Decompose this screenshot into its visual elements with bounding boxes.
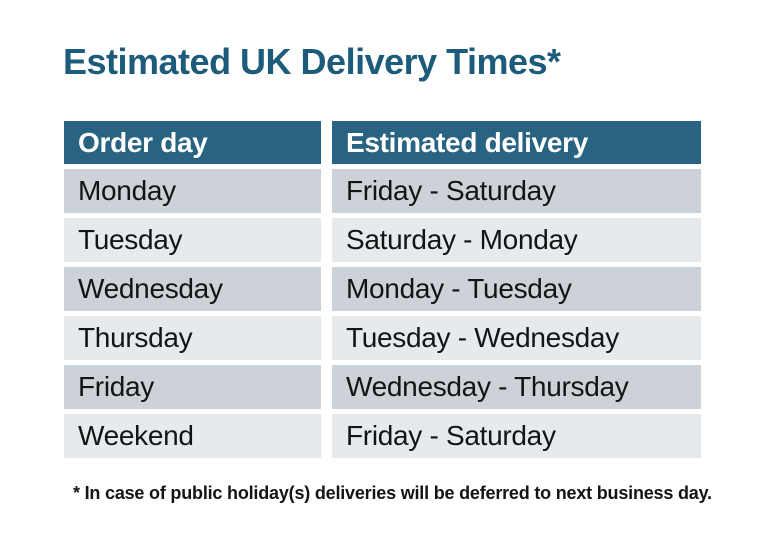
table-cell-delivery-tuesday: Saturday - Monday <box>332 218 701 262</box>
footnote: * In case of public holiday(s) deliverie… <box>73 483 712 503</box>
page-title: Estimated UK Delivery Times* <box>63 41 561 82</box>
table-cell-delivery-friday: Wednesday - Thursday <box>332 365 701 409</box>
column-header-estimated-delivery: Estimated delivery <box>332 121 701 164</box>
delivery-times-table: Order day Estimated delivery Monday Frid… <box>64 121 701 458</box>
table-cell-delivery-monday: Friday - Saturday <box>332 169 701 213</box>
column-header-order-day: Order day <box>64 121 321 164</box>
table-cell-order-day-wednesday: Wednesday <box>64 267 321 311</box>
table-cell-delivery-weekend: Friday - Saturday <box>332 414 701 458</box>
table-cell-order-day-weekend: Weekend <box>64 414 321 458</box>
table-cell-order-day-tuesday: Tuesday <box>64 218 321 262</box>
table-cell-order-day-monday: Monday <box>64 169 321 213</box>
table-cell-order-day-friday: Friday <box>64 365 321 409</box>
table-cell-order-day-thursday: Thursday <box>64 316 321 360</box>
table-cell-delivery-thursday: Tuesday - Wednesday <box>332 316 701 360</box>
table-cell-delivery-wednesday: Monday - Tuesday <box>332 267 701 311</box>
